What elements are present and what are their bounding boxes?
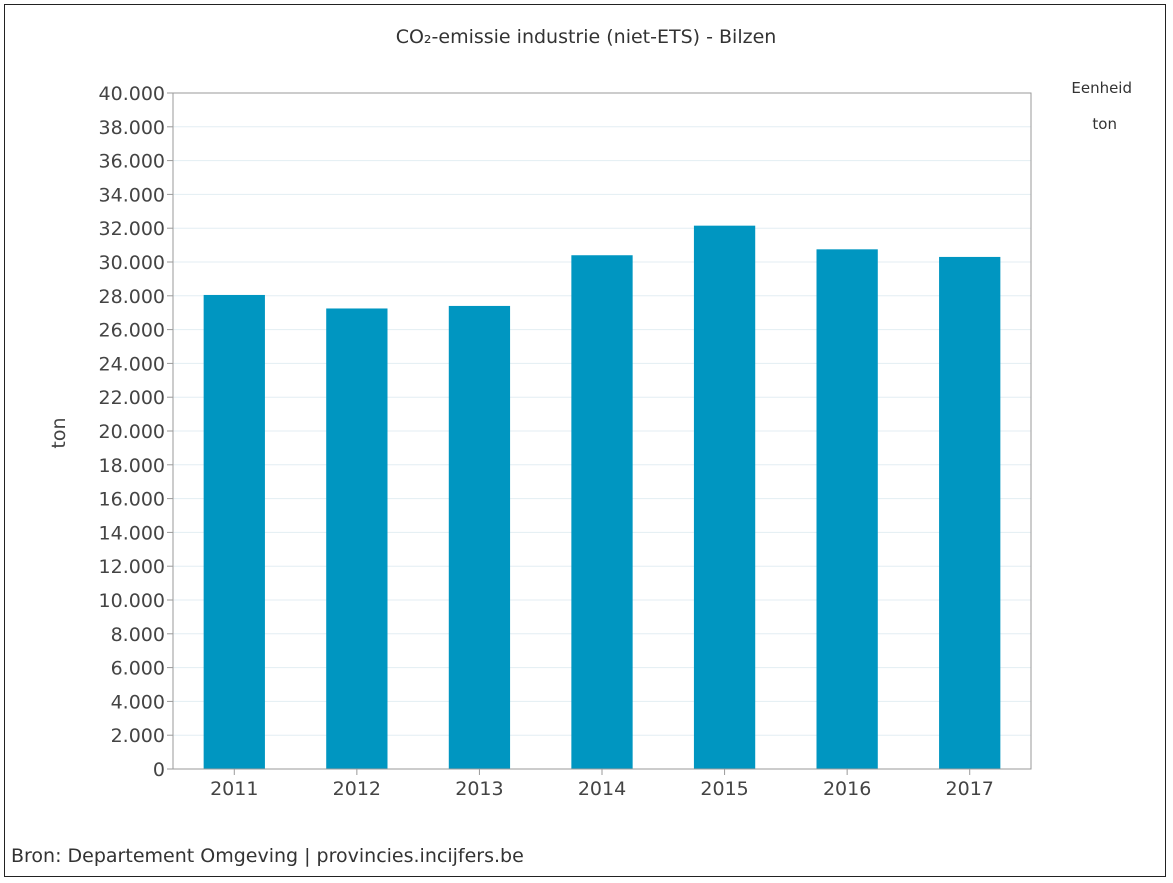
y-tick-label: 0 (153, 759, 165, 781)
y-tick-label: 28.000 (99, 286, 165, 308)
bar-2013[interactable] (448, 305, 511, 769)
bars (203, 225, 1001, 770)
bar-chart: CO₂-emissie industrie (niet-ETS) - Bilze… (11, 26, 1132, 867)
bar-2015[interactable] (693, 225, 756, 770)
bar-2016[interactable] (816, 249, 878, 769)
y-tick-label: 20.000 (99, 421, 165, 443)
y-tick-label: 16.000 (99, 489, 165, 511)
y-tick-label: 36.000 (99, 151, 165, 173)
y-tick-label: 4.000 (111, 691, 165, 713)
y-tick-label: 40.000 (99, 83, 165, 105)
y-tick-label: 12.000 (99, 556, 165, 578)
chart-title: CO₂-emissie industrie (niet-ETS) - Bilze… (396, 26, 777, 48)
y-tick-label: 32.000 (99, 218, 165, 240)
x-tick-label: 2013 (455, 778, 503, 800)
y-tick-label: 30.000 (99, 252, 165, 274)
x-tick-label: 2011 (210, 778, 258, 800)
bar-2017[interactable] (939, 256, 1001, 769)
x-tick-label: 2015 (700, 778, 748, 800)
x-tick-label: 2017 (946, 778, 994, 800)
source-note: Bron: Departement Omgeving | provincies.… (11, 845, 524, 867)
y-tick-label: 24.000 (99, 353, 165, 375)
y-tick-label: 6.000 (111, 658, 165, 680)
y-tick-label: 18.000 (99, 455, 165, 477)
y-tick-label: 34.000 (99, 184, 165, 206)
bar-2011[interactable] (203, 294, 265, 769)
y-tick-label: 22.000 (99, 387, 165, 409)
y-tick-label: 38.000 (99, 117, 165, 139)
y-tick-label: 26.000 (99, 320, 165, 342)
y-axis-ticks: 0 2.000 4.000 6.000 8.000 10.000 12.000 14.000 1… (99, 83, 173, 781)
y-tick-label: 2.000 (111, 725, 165, 747)
x-tick-label: 2012 (333, 778, 381, 800)
y-tick-label: 14.000 (99, 522, 165, 544)
x-axis-ticks: 2011 2012 2013 2014 2015 2016 2017 (210, 769, 994, 800)
y-axis-label: ton (48, 417, 70, 448)
bar-2012[interactable] (326, 308, 388, 769)
bar-2014[interactable] (571, 255, 633, 770)
chart-frame: CO₂-emissie industrie (niet-ETS) - Bilze… (4, 4, 1166, 877)
y-tick-label: 8.000 (111, 624, 165, 646)
x-tick-label: 2014 (578, 778, 626, 800)
unit-legend-heading: Eenheid (1071, 79, 1132, 97)
x-tick-label: 2016 (823, 778, 871, 800)
unit-legend-value: ton (1092, 115, 1117, 133)
y-tick-label: 10.000 (99, 590, 165, 612)
